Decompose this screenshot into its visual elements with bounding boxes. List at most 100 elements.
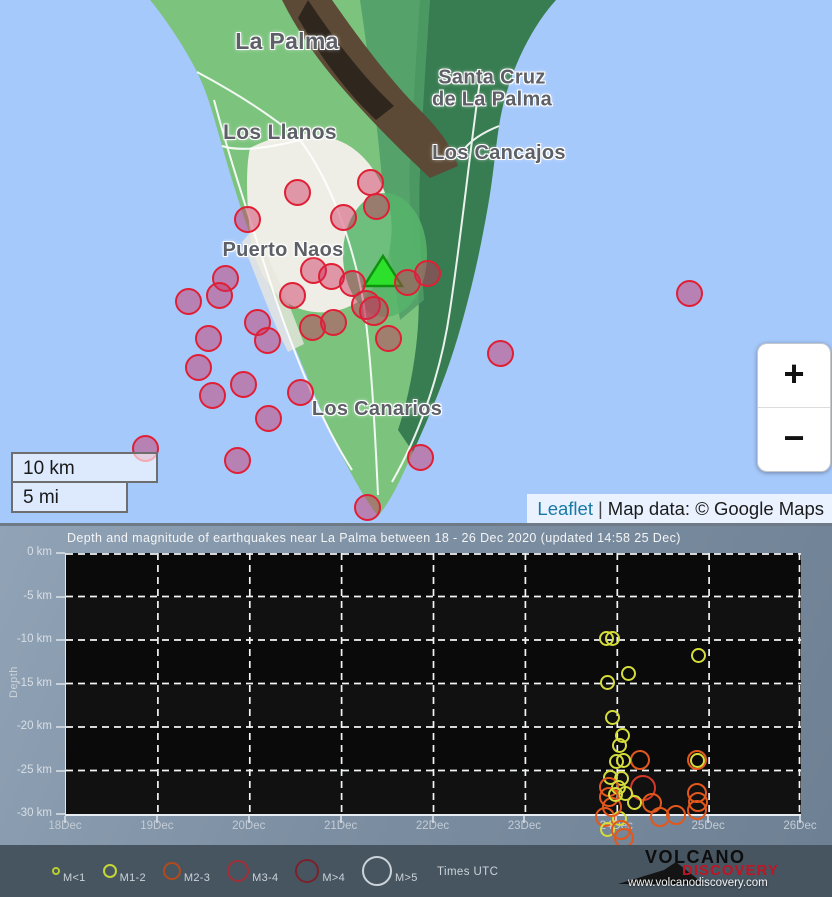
- y-tick-label: -5 km: [23, 589, 52, 602]
- legend-magnitude-circle: [362, 856, 393, 886]
- earthquake-marker[interactable]: [283, 178, 311, 206]
- earthquake-marker[interactable]: [675, 279, 703, 307]
- scale-mi: 5 mi: [11, 483, 128, 513]
- legend-label: M1-2: [119, 872, 146, 884]
- quake-point: [612, 737, 628, 753]
- legend-item: M>4: [295, 859, 345, 884]
- y-tick: [56, 552, 65, 554]
- legend-label: M3-4: [252, 872, 279, 884]
- legend-item: M3-4: [227, 860, 279, 884]
- x-tick: [155, 816, 158, 823]
- x-tick-label: 21Dec: [324, 820, 358, 832]
- x-tick-label: 18Dec: [48, 820, 82, 832]
- attribution-separator: |: [597, 498, 603, 519]
- x-tick-label: 25Dec: [691, 820, 725, 832]
- earthquake-marker[interactable]: [205, 281, 233, 309]
- chart-legend-bar: M<1 M1-2 M2-3 M3-4 M>4 M>5 Times UTC VOL…: [0, 845, 832, 897]
- roads: [196, 71, 500, 496]
- earthquake-marker[interactable]: [486, 339, 514, 367]
- y-tick-label: -10 km: [16, 633, 52, 645]
- quake-point: [689, 752, 705, 768]
- earthquake-marker[interactable]: [356, 168, 384, 196]
- logo-volcano-text: VOLCANO: [645, 847, 746, 867]
- earthquake-marker[interactable]: [413, 259, 441, 287]
- forest-shading: [398, 0, 556, 452]
- map-label-los-llanos: Los Llanos: [223, 121, 337, 145]
- earthquake-marker[interactable]: [286, 378, 314, 406]
- y-tick-label: -20 km: [16, 720, 52, 732]
- earthquake-marker[interactable]: [374, 324, 402, 352]
- x-tick: [523, 816, 526, 823]
- earthquake-marker[interactable]: [362, 192, 390, 220]
- y-tick-label: -25 km: [16, 763, 52, 776]
- volcano-logo-icon: [618, 862, 704, 884]
- x-tick: [799, 816, 801, 823]
- y-tick: [56, 595, 65, 598]
- earthquake-marker[interactable]: [233, 205, 261, 233]
- map-label-puerto-naos: Puerto Naos: [222, 238, 344, 261]
- earthquake-marker[interactable]: [278, 281, 306, 309]
- earthquake-marker[interactable]: [406, 443, 434, 471]
- earthquake-marker[interactable]: [223, 446, 251, 474]
- earthquake-marker[interactable]: [174, 287, 202, 315]
- earthquake-marker[interactable]: [254, 404, 282, 432]
- x-tick-label: 23Dec: [507, 820, 541, 832]
- map-zoom-control: + −: [757, 343, 831, 472]
- earthquake-marker[interactable]: [194, 324, 222, 352]
- y-tick: [56, 682, 65, 685]
- quake-point: [607, 787, 623, 803]
- x-tick: [339, 816, 342, 823]
- map-label-la-palma: La Palma: [235, 28, 339, 55]
- caldera-ridge-dark: [298, 0, 394, 120]
- earthquake-marker[interactable]: [253, 326, 281, 354]
- map-label-los-canarios: Los Canarios: [311, 397, 443, 420]
- quake-point: [616, 753, 632, 769]
- earthquake-marker[interactable]: [198, 381, 226, 409]
- earthquake-marker[interactable]: [359, 296, 389, 326]
- legend-magnitude-circle: [162, 862, 181, 880]
- map-scale-control: 10 km 5 mi: [11, 452, 158, 513]
- attribution-text: Map data: © Google Maps: [607, 498, 824, 519]
- y-tick: [56, 639, 65, 641]
- earthquake-marker[interactable]: [329, 203, 357, 231]
- x-tick: [247, 816, 250, 823]
- legend-magnitude-circle: [227, 860, 250, 882]
- zoom-control-divider: [758, 407, 830, 408]
- leaflet-link[interactable]: Leaflet: [537, 498, 593, 519]
- chart-gridlines: [66, 553, 801, 814]
- x-tick-label: 26Dec: [783, 820, 817, 832]
- earthquake-marker[interactable]: [229, 370, 257, 398]
- earthquake-marker[interactable]: [353, 493, 381, 521]
- magnitude-legend: M<1 M1-2 M2-3 M3-4 M>4 M>5: [52, 845, 418, 897]
- zoom-out-button[interactable]: −: [783, 417, 805, 458]
- quake-point: [599, 675, 615, 691]
- y-tick: [56, 769, 65, 772]
- x-tick-label: 22Dec: [415, 820, 450, 832]
- earthquake-marker[interactable]: [184, 353, 212, 381]
- quake-point: [605, 709, 621, 725]
- zoom-in-button[interactable]: +: [783, 353, 805, 394]
- quake-point: [605, 630, 621, 646]
- map-attribution: Leaflet | Map data: © Google Maps: [527, 494, 832, 523]
- quake-point: [687, 799, 708, 820]
- volcano-marker[interactable]: [361, 253, 405, 288]
- map-label-santa-cruz: Santa Cruz de La Palma: [431, 66, 553, 111]
- legend-label: M>5: [395, 872, 418, 884]
- quake-point: [690, 648, 706, 664]
- x-tick: [64, 816, 66, 823]
- x-tick-label: 19Dec: [140, 820, 174, 832]
- quake-point: [620, 666, 636, 682]
- legend-label: M<1: [63, 872, 86, 884]
- chart-plot-area: [65, 553, 801, 816]
- quake-point: [687, 750, 708, 771]
- times-utc-label: Times UTC: [437, 866, 499, 878]
- quake-point: [665, 804, 686, 825]
- y-tick-label: 0 km: [27, 546, 52, 558]
- quake-point: [630, 750, 651, 771]
- map-canvas[interactable]: La Palma Santa Cruz de La Palma Los Llan…: [0, 0, 832, 523]
- y-tick-label: -15 km: [16, 676, 52, 689]
- y-tick-label: -30 km: [16, 807, 52, 819]
- y-tick: [56, 726, 65, 728]
- earthquake-marker[interactable]: [319, 308, 347, 336]
